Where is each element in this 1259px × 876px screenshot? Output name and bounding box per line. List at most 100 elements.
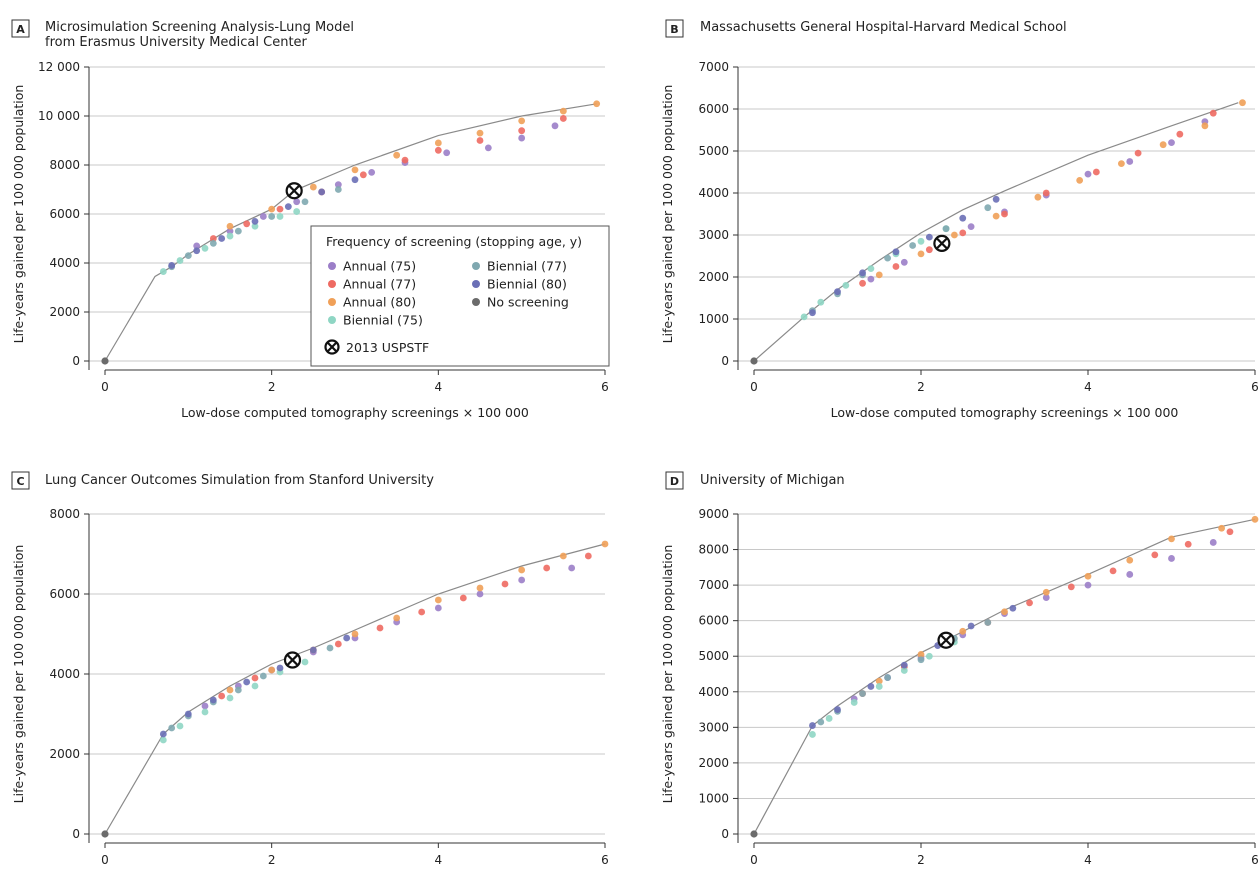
data-point: [476, 137, 484, 144]
x-tick-label: 4: [435, 380, 443, 394]
data-point: [259, 213, 267, 220]
x-tick-label: 2: [268, 380, 276, 394]
data-point: [834, 288, 841, 296]
uspstf-marker-cross-b: [286, 653, 299, 667]
data-point: [809, 309, 816, 317]
data-point: [1092, 168, 1100, 176]
data-point: [184, 252, 192, 260]
y-tick-label: 0: [72, 827, 80, 841]
data-point: [959, 627, 967, 635]
no-screening-point: [101, 357, 109, 365]
data-point: [209, 235, 217, 242]
y-tick-label: 2000: [698, 270, 729, 284]
y-tick-label: 4000: [698, 685, 729, 699]
data-point: [476, 590, 484, 598]
series-biennial-80: [159, 634, 351, 738]
x-tick-label: 0: [750, 853, 758, 867]
data-point: [418, 608, 426, 616]
data-point: [884, 254, 891, 262]
data-point: [234, 227, 242, 235]
legend: Frequency of screening (stopping age, y)…: [310, 225, 610, 367]
series-annual-77: [218, 552, 592, 700]
data-point: [293, 208, 301, 215]
uspstf-marker: [285, 182, 303, 200]
data-point: [226, 232, 234, 240]
data-point: [1168, 555, 1175, 562]
data-point: [900, 661, 908, 669]
series-annual-80: [875, 515, 1259, 685]
panel-letter-box: [11, 471, 30, 490]
data-point: [850, 699, 858, 706]
data-point: [518, 566, 526, 574]
panel-letter-box: [665, 19, 684, 38]
data-point: [1001, 210, 1008, 218]
legend-item-biennial75: Biennial (75): [328, 313, 423, 328]
data-point: [867, 683, 875, 690]
data-point: [1042, 594, 1050, 601]
legend-label: Biennial (77): [487, 259, 567, 274]
y-tick-label: 1000: [698, 791, 729, 805]
data-point: [334, 186, 342, 193]
data-point: [1009, 604, 1017, 612]
data-point: [1118, 160, 1125, 168]
x-tick-label: 0: [750, 380, 758, 394]
y-tick-label: 6000: [698, 614, 729, 628]
data-point: [226, 694, 234, 702]
no-screening-point: [750, 830, 758, 838]
legend-label: No screening: [487, 295, 569, 310]
data-point: [859, 690, 866, 697]
data-point: [518, 576, 526, 584]
y-tick-label: 4000: [49, 667, 80, 681]
data-point: [226, 227, 234, 235]
uspstf-marker-cross-b: [288, 184, 301, 197]
data-point: [226, 686, 234, 694]
data-point: [601, 540, 609, 548]
data-point: [1176, 130, 1184, 138]
panel-title-line: Microsimulation Screening Analysis-Lung …: [45, 20, 354, 35]
data-point: [368, 168, 376, 176]
panel-letter-box: [665, 471, 684, 490]
data-point: [168, 724, 176, 732]
data-point: [1218, 524, 1225, 532]
data-point: [992, 212, 1000, 220]
data-point: [568, 564, 576, 572]
data-point: [867, 275, 875, 283]
data-point: [1076, 177, 1084, 184]
legend-label: Biennial (75): [343, 313, 423, 328]
data-point: [559, 552, 567, 560]
data-point: [984, 204, 992, 212]
data-point: [334, 181, 342, 189]
data-point: [559, 115, 567, 122]
data-point: [1134, 149, 1142, 157]
y-tick-label: 7000: [698, 578, 729, 592]
legend-label: Biennial (80): [487, 277, 567, 292]
data-point: [268, 213, 276, 220]
data-point: [925, 233, 933, 241]
data-point: [1042, 588, 1050, 596]
uspstf-marker: [937, 631, 955, 649]
data-point: [959, 214, 967, 222]
data-point: [293, 198, 301, 206]
y-tick-label: 8000: [49, 158, 80, 172]
series-annual-80: [226, 100, 601, 230]
data-point: [443, 149, 451, 157]
data-point: [309, 646, 317, 654]
data-point: [518, 117, 526, 125]
legend-item-biennial77: Biennial (77): [472, 259, 567, 274]
data-point: [434, 604, 442, 612]
legend-item-annual75: Annual (75): [328, 259, 416, 274]
legend-title: Frequency of screening (stopping age, y): [326, 234, 582, 249]
legend-uspstf-icon: [324, 339, 340, 355]
x-axis-label: Low-dose computed tomography screenings …: [181, 405, 529, 420]
x-tick-label: 6: [601, 380, 609, 394]
data-point: [393, 151, 401, 159]
data-point: [284, 203, 292, 211]
data-point: [334, 640, 342, 648]
data-point: [518, 134, 526, 142]
data-point: [875, 677, 883, 685]
legend-item-annual80: Annual (80): [328, 295, 416, 310]
data-point: [209, 240, 217, 247]
data-point: [251, 217, 259, 225]
x-tick-label: 0: [101, 380, 109, 394]
